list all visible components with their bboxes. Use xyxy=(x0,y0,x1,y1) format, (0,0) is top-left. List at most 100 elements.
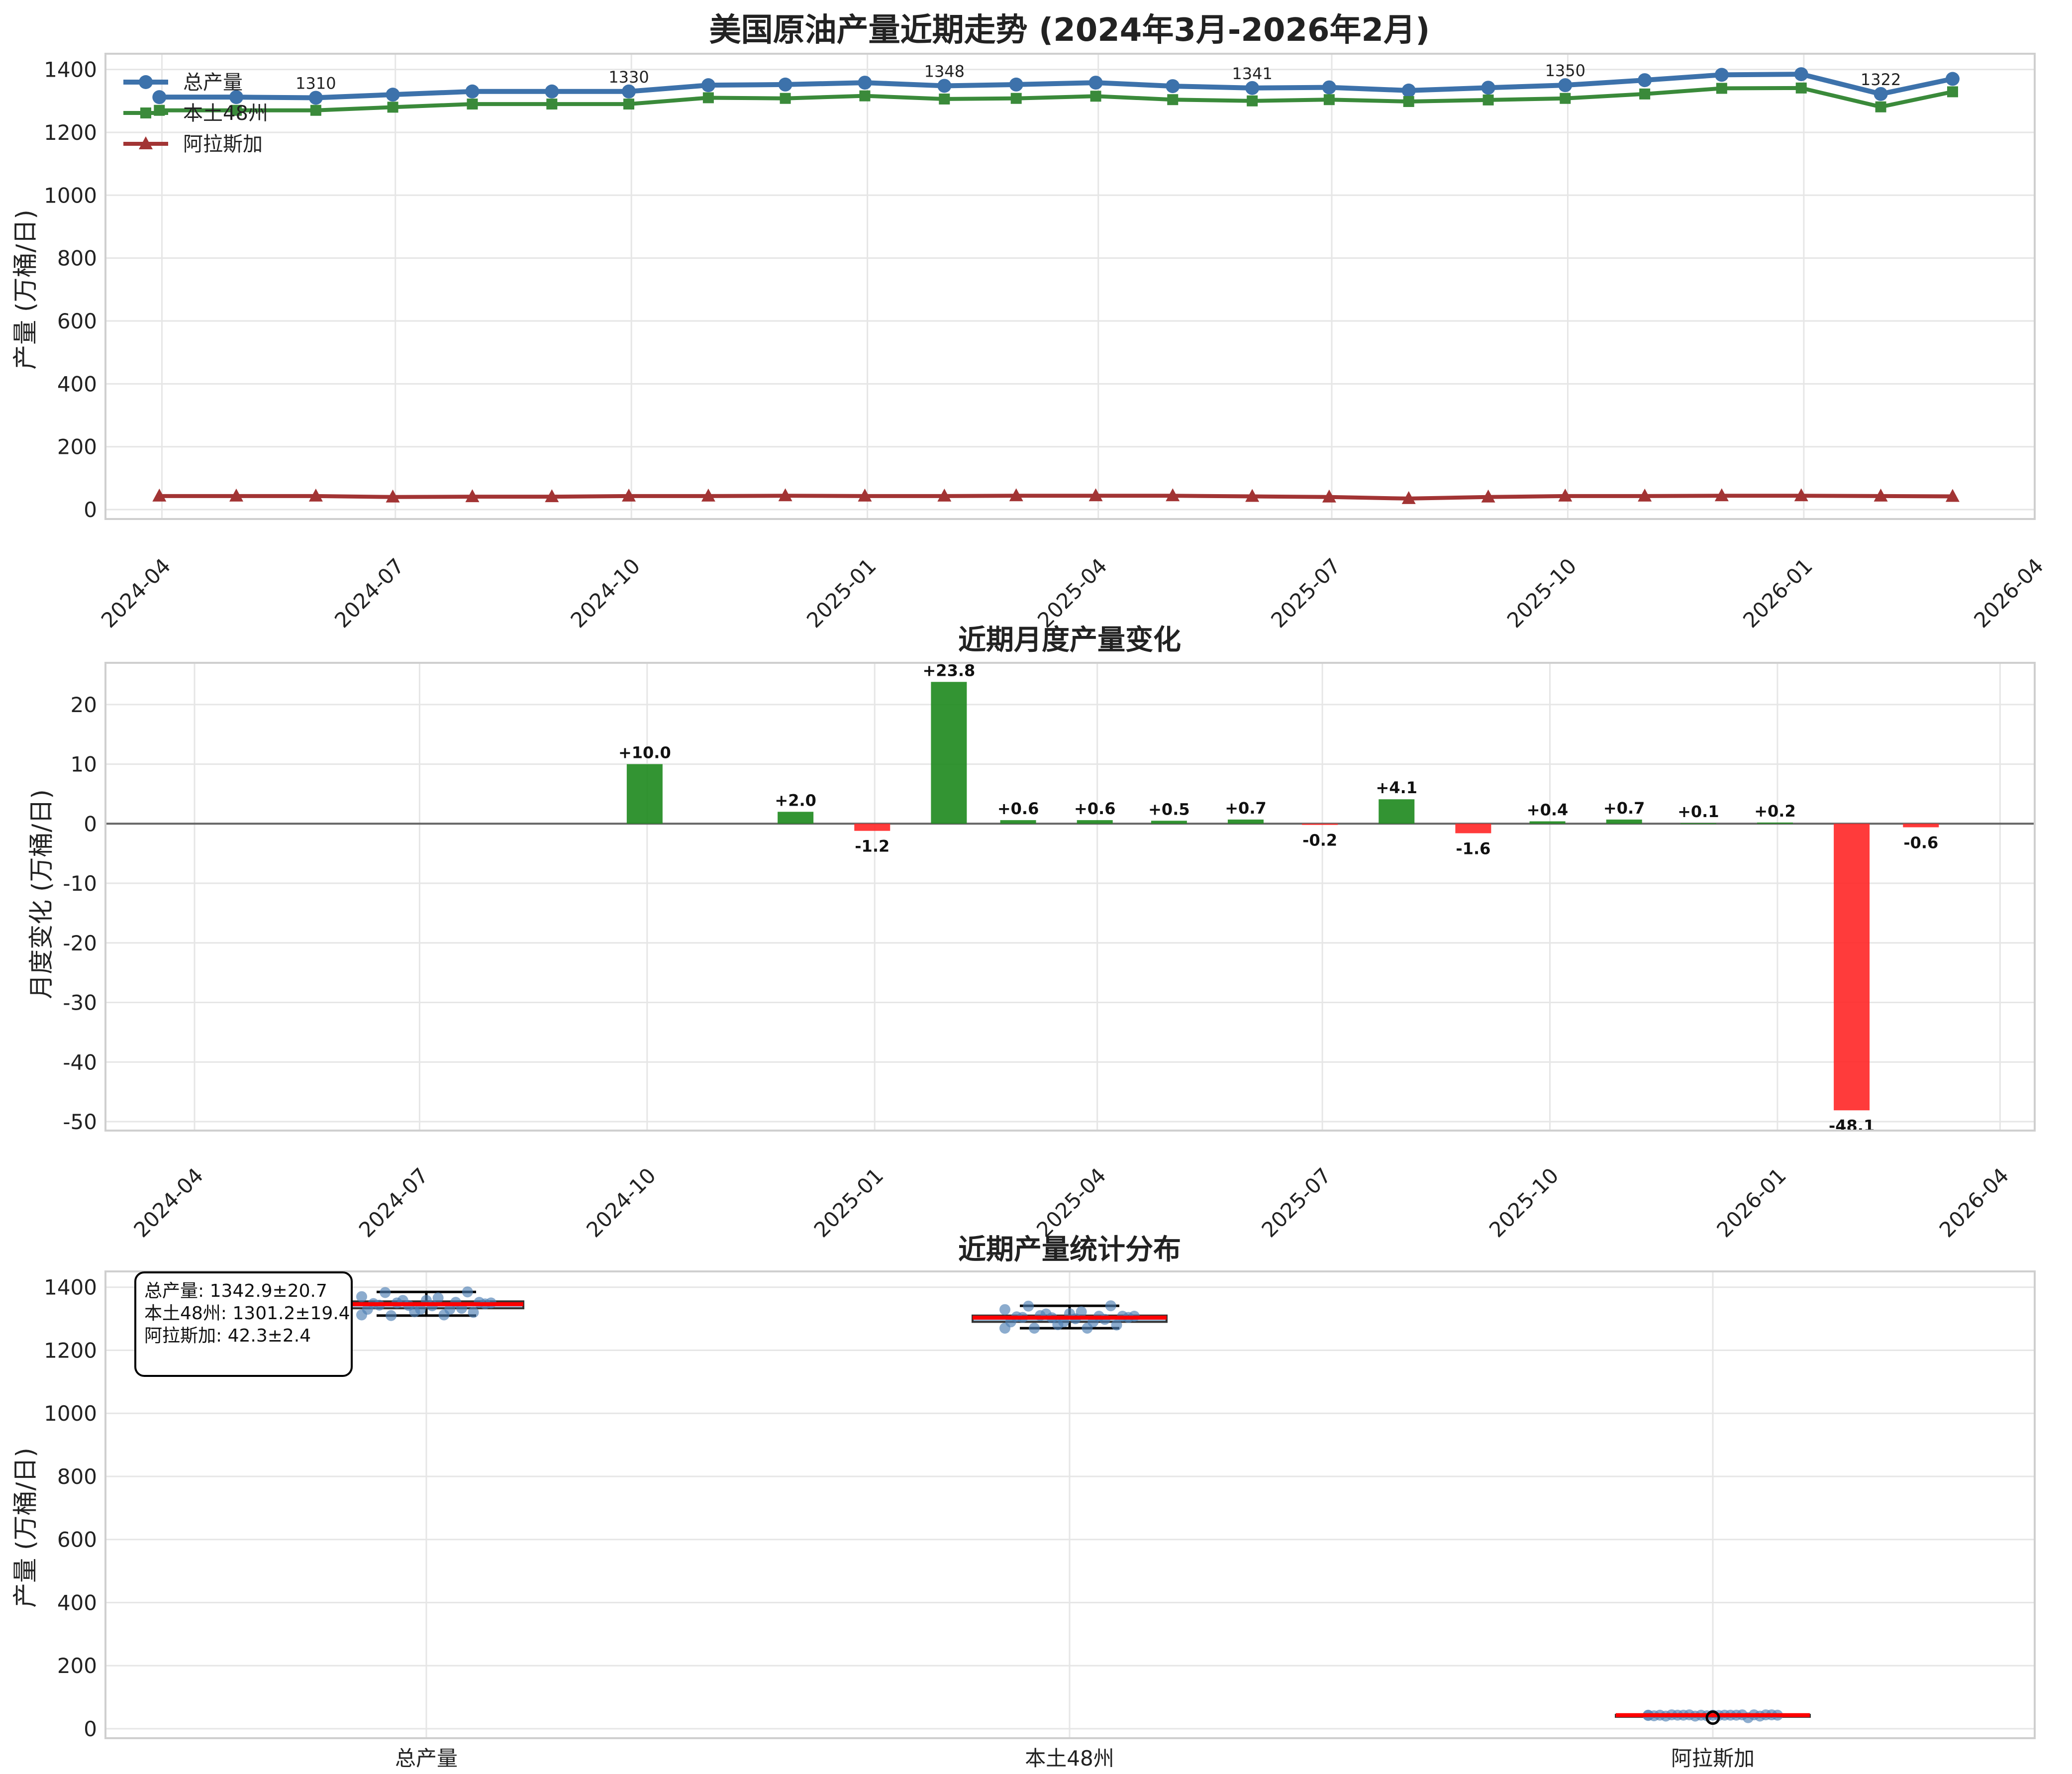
data-point-lower48 xyxy=(1105,1300,1116,1312)
point-alaska xyxy=(386,489,400,503)
trend-y-tick-label: 600 xyxy=(57,309,97,333)
change-bar xyxy=(778,812,814,824)
data-point-total xyxy=(409,1306,420,1318)
distribution-y-tick-label: 1200 xyxy=(44,1338,97,1362)
trend-y-tick-label: 800 xyxy=(57,246,97,271)
series-line-total xyxy=(159,72,1954,101)
point-lower48 xyxy=(546,99,558,110)
point-lower48 xyxy=(859,90,871,102)
trend-x-tick-label: 2026-04 xyxy=(1969,553,2048,632)
point-total xyxy=(1088,76,1103,90)
series-line-alaska xyxy=(159,494,1953,501)
data-point-lower48 xyxy=(999,1304,1010,1315)
change-bar xyxy=(1379,799,1415,824)
point-total xyxy=(1794,67,1808,82)
legend-marker-lower48 xyxy=(140,107,151,118)
point-alaska xyxy=(1088,488,1103,502)
point-total xyxy=(308,91,323,105)
point-alaska xyxy=(1245,489,1260,502)
change-bar xyxy=(1903,824,1939,828)
distribution-y-tick-label: 0 xyxy=(84,1717,97,1741)
change-bar xyxy=(931,682,967,824)
distribution-y-tick-label: 400 xyxy=(57,1590,97,1615)
change-y-tick-label: -10 xyxy=(63,871,97,896)
trend-annotation: 1322 xyxy=(1861,70,1901,89)
change-bar xyxy=(1606,819,1642,824)
data-point-lower48 xyxy=(1111,1319,1122,1331)
change-y-axis-label: 月度变化 (万桶/日) xyxy=(27,789,56,999)
point-lower48 xyxy=(1795,82,1807,94)
point-total xyxy=(1714,68,1729,82)
legend-label-total: 总产量 xyxy=(183,71,243,94)
point-total xyxy=(622,84,636,99)
change-bar xyxy=(1151,821,1187,824)
trend-y-axis-label: 产量 (万桶/日) xyxy=(11,209,40,370)
distribution-y-tick-label: 1000 xyxy=(44,1401,97,1426)
point-lower48 xyxy=(780,93,791,104)
data-point-lower48 xyxy=(1029,1323,1040,1334)
point-total xyxy=(229,90,244,104)
point-total xyxy=(1009,77,1023,92)
point-alaska xyxy=(1009,488,1023,502)
point-total xyxy=(545,84,559,99)
point-total xyxy=(1166,79,1180,94)
distribution-y-tick-label: 200 xyxy=(57,1654,97,1678)
point-lower48 xyxy=(939,93,950,104)
point-alaska xyxy=(701,488,715,502)
point-lower48 xyxy=(1875,101,1886,112)
change-bar-label: +0.5 xyxy=(1148,800,1190,819)
legend-label-alaska: 阿拉斯加 xyxy=(183,133,263,156)
data-point-total xyxy=(462,1286,473,1298)
point-lower48 xyxy=(1010,93,1022,104)
point-lower48 xyxy=(1639,88,1651,100)
change-bar-label: +0.1 xyxy=(1677,802,1719,821)
point-lower48 xyxy=(310,104,321,116)
change-x-tick-label: 2024-04 xyxy=(129,1163,208,1242)
point-alaska xyxy=(622,488,636,502)
change-bar-label: +4.1 xyxy=(1376,778,1418,797)
trend-chart-title: 美国原油产量近期走势 (2024年3月-2026年2月) xyxy=(709,12,1430,49)
point-alaska xyxy=(1401,491,1416,504)
trend-x-tick-label: 2024-10 xyxy=(566,553,645,632)
series-line-lower48 xyxy=(159,86,1953,112)
point-total xyxy=(152,90,167,104)
distribution-chart: 近期产量统计分布 产量 (万桶/日) 0 200 400 600 800 1000 1200… xyxy=(11,1234,2036,1771)
trend-y-tick-label: 1200 xyxy=(44,120,97,145)
change-x-tick-label: 2026-01 xyxy=(1712,1163,1791,1242)
distribution-chart-title: 近期产量统计分布 xyxy=(958,1234,1181,1266)
change-y-tick-label: 20 xyxy=(71,693,97,717)
legend-marker-total xyxy=(139,75,153,89)
point-lower48 xyxy=(387,102,398,113)
outlier-alaska xyxy=(1705,1710,1720,1725)
distribution-plot-frame xyxy=(104,1270,2036,1739)
change-x-tick-label: 2026-04 xyxy=(1935,1163,2014,1242)
stats-line-total: 总产量: 1342.9±20.7 xyxy=(144,1281,327,1301)
point-total xyxy=(1322,80,1336,95)
change-bar xyxy=(854,824,890,831)
data-point-total xyxy=(432,1292,444,1304)
point-lower48 xyxy=(1716,83,1727,94)
change-x-tick-label: 2024-07 xyxy=(354,1163,433,1242)
point-total xyxy=(386,88,400,102)
change-y-tick-label: 10 xyxy=(71,752,97,777)
change-bar-label: +2.0 xyxy=(775,791,816,810)
trend-y-tick-label: 1000 xyxy=(44,183,97,208)
change-bar xyxy=(1680,823,1716,824)
legend-label-lower48: 本土48州 xyxy=(183,102,268,125)
trend-annotation: 1341 xyxy=(1232,64,1272,83)
change-x-tick-label: 2025-01 xyxy=(809,1163,888,1242)
data-point-lower48 xyxy=(1076,1306,1087,1318)
point-alaska xyxy=(152,488,167,502)
data-point-total xyxy=(380,1287,391,1298)
point-alaska xyxy=(1874,488,1888,502)
change-bar-label: -1.6 xyxy=(1456,839,1490,858)
change-bar-label: -48.1 xyxy=(1829,1116,1875,1135)
point-alaska xyxy=(229,488,244,502)
point-total xyxy=(465,84,480,99)
trend-y-tick-label: 1400 xyxy=(44,58,97,82)
point-total xyxy=(1245,81,1260,95)
change-bar-label: +10.0 xyxy=(618,743,671,762)
point-total xyxy=(1945,72,1960,86)
change-y-tick-label: -30 xyxy=(63,991,97,1015)
